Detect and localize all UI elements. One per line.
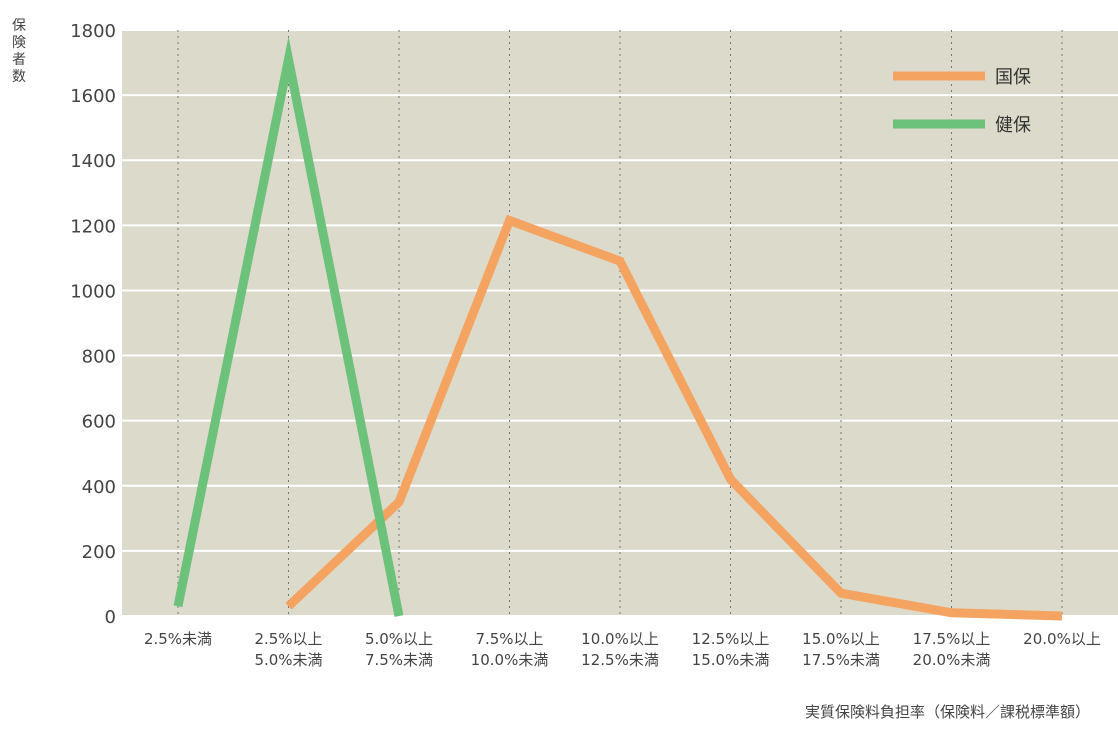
series-line-国保 bbox=[285, 214, 1063, 621]
x-tick-label: 2.5%未満 bbox=[144, 630, 212, 648]
x-tick-label: 2.5%以上 bbox=[254, 630, 322, 648]
y-label-char: 険 bbox=[12, 35, 26, 51]
x-tick-label: 20.0%以上 bbox=[1023, 630, 1101, 648]
x-axis-ticks: 2.5%未満 2.5%以上 5.0%未満 5.0%以上 7.5%未満 7.5%以上 10.0… bbox=[144, 630, 1101, 669]
legend-label: 健保 bbox=[995, 115, 1031, 136]
x-tick-label: 15.0%以上 bbox=[802, 630, 880, 648]
legend-label: 国保 bbox=[995, 67, 1031, 88]
y-axis-ticks: 0 200 400 600 800 1000 1200 1400 1600 1800 bbox=[70, 21, 116, 628]
x-tick-label: 7.5%未満 bbox=[365, 651, 433, 669]
y-tick-label: 0 bbox=[105, 607, 116, 628]
x-tick-label: 12.5%未満 bbox=[581, 651, 659, 669]
y-label-char: 者 bbox=[12, 52, 26, 68]
y-tick-label: 600 bbox=[82, 412, 116, 433]
x-tick-label: 17.5%以上 bbox=[913, 630, 991, 648]
x-tick-label: 17.5%未満 bbox=[802, 651, 880, 669]
y-tick-label: 1200 bbox=[70, 216, 116, 237]
grid bbox=[122, 29, 1118, 617]
y-tick-label: 1400 bbox=[70, 151, 116, 172]
x-tick-label: 15.0%未満 bbox=[692, 651, 770, 669]
y-tick-label: 1800 bbox=[70, 21, 116, 42]
x-tick-label: 5.0%以上 bbox=[365, 630, 433, 648]
series-lines bbox=[173, 36, 1063, 621]
x-axis-label: 実質保険料負担率（保険料／課税標準額） bbox=[805, 703, 1090, 721]
y-tick-label: 800 bbox=[82, 347, 116, 368]
x-tick-label: 7.5%以上 bbox=[475, 630, 543, 648]
series-line-健保 bbox=[173, 36, 404, 617]
x-tick-label: 10.0%以上 bbox=[581, 630, 659, 648]
y-label-char: 数 bbox=[12, 69, 26, 85]
y-tick-label: 1000 bbox=[70, 281, 116, 302]
y-label-char: 保 bbox=[12, 18, 26, 34]
x-tick-label: 5.0%未満 bbox=[254, 651, 322, 669]
x-tick-label: 10.0%未満 bbox=[471, 651, 549, 669]
x-tick-label: 12.5%以上 bbox=[692, 630, 770, 648]
y-tick-label: 400 bbox=[82, 477, 116, 498]
x-tick-label: 20.0%未満 bbox=[913, 651, 991, 669]
y-tick-label: 1600 bbox=[70, 86, 116, 107]
y-tick-label: 200 bbox=[82, 542, 116, 563]
